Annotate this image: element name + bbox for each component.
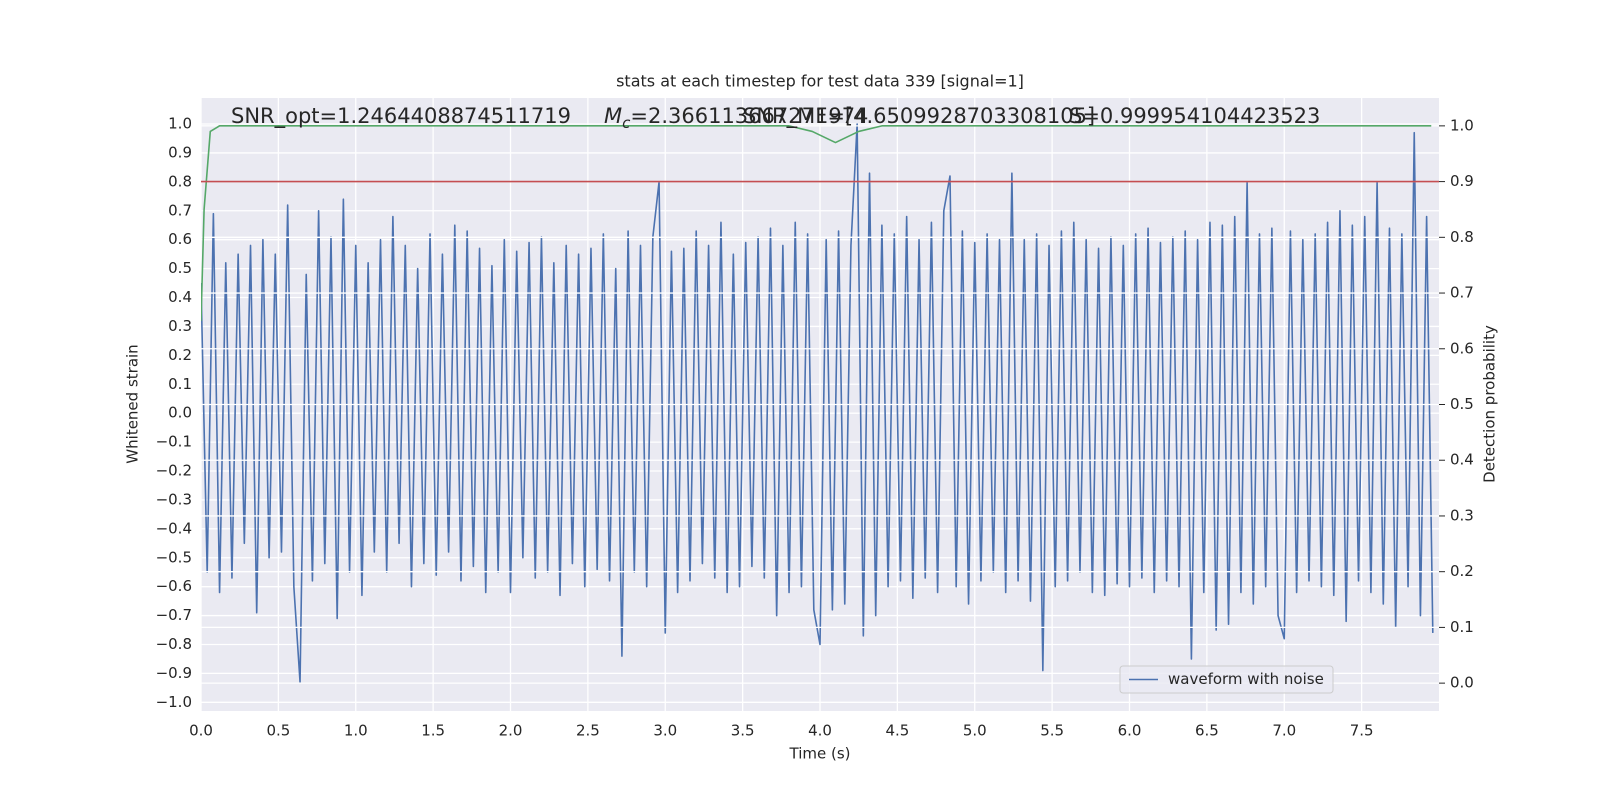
y-tick-label: −1.0 bbox=[156, 693, 192, 711]
annotation: S=0.999954104423523 bbox=[1069, 104, 1320, 128]
y2-axis-label: Detection probability bbox=[1481, 325, 1499, 483]
annotation: SNR_MF=[4.6509928703308105] bbox=[743, 104, 1095, 129]
labels: stats at each timestep for test data 339… bbox=[124, 72, 1499, 763]
y-tick-label: −0.8 bbox=[156, 635, 192, 653]
y2-tick-label: 0.9 bbox=[1450, 172, 1474, 190]
y-tick-label: −0.9 bbox=[156, 664, 192, 682]
annotation-text: SNR_opt=1.2464408874511719 bbox=[231, 104, 571, 129]
y-tick-label: 0.1 bbox=[168, 375, 192, 393]
x-tick-label: 7.0 bbox=[1272, 722, 1296, 740]
y-tick-label: −0.2 bbox=[156, 462, 192, 480]
x-tick-label: 6.0 bbox=[1118, 722, 1142, 740]
annotation-subscript: c bbox=[622, 114, 631, 132]
y2-tick-label: 0.7 bbox=[1450, 284, 1474, 302]
y-tick-label: 0.2 bbox=[168, 346, 192, 364]
x-tick-label: 5.5 bbox=[1040, 722, 1064, 740]
x-tick-label: 3.0 bbox=[653, 722, 677, 740]
x-tick-label: 1.0 bbox=[344, 722, 368, 740]
annotation: Mc=2.366113667271974 bbox=[604, 104, 868, 132]
y-tick-label: −0.1 bbox=[156, 433, 192, 451]
y-tick-label: −0.7 bbox=[156, 606, 192, 624]
y-tick-label: −0.6 bbox=[156, 577, 192, 595]
y-tick-label: 0.6 bbox=[168, 230, 192, 248]
y-tick-label: 1.0 bbox=[168, 115, 192, 133]
annotation-text: =2.366113667271974 bbox=[630, 104, 868, 128]
y-tick-label: 0.5 bbox=[168, 259, 192, 277]
annotation-symbol: M bbox=[604, 104, 622, 128]
y2-tick-label: 0.4 bbox=[1450, 451, 1474, 469]
y-axis-label: Whitened strain bbox=[124, 344, 142, 463]
legend-label: waveform with noise bbox=[1168, 670, 1324, 688]
y-tick-label: −0.4 bbox=[156, 519, 192, 537]
y-tick-label: −0.5 bbox=[156, 548, 192, 566]
y2-tick-label: 0.5 bbox=[1450, 395, 1474, 413]
x-axis-label: Time (s) bbox=[789, 745, 851, 763]
chart-title: stats at each timestep for test data 339… bbox=[616, 72, 1024, 91]
annotation-text: SNR_MF=[4.6509928703308105] bbox=[743, 104, 1095, 129]
x-tick-label: 5.0 bbox=[963, 722, 987, 740]
annotation-text: S=0.999954104423523 bbox=[1069, 104, 1320, 128]
annotation: SNR_opt=1.2464408874511719 bbox=[231, 104, 571, 129]
y2-tick-label: 0.0 bbox=[1450, 674, 1474, 692]
y-tick-label: 0.8 bbox=[168, 172, 192, 190]
x-tick-label: 2.5 bbox=[576, 722, 600, 740]
x-tick-label: 2.0 bbox=[499, 722, 523, 740]
y2-tick-label: 0.2 bbox=[1450, 562, 1474, 580]
x-tick-label: 3.5 bbox=[731, 722, 755, 740]
x-tick-label: 0.5 bbox=[266, 722, 290, 740]
x-tick-label: 1.5 bbox=[421, 722, 445, 740]
y2-tick-label: 1.0 bbox=[1450, 116, 1474, 134]
y-tick-label: 0.4 bbox=[168, 288, 192, 306]
x-tick-label: 0.0 bbox=[189, 722, 213, 740]
y2-tick-label: 0.8 bbox=[1450, 228, 1474, 246]
x-tick-label: 6.5 bbox=[1195, 722, 1219, 740]
x-tick-label: 4.5 bbox=[885, 722, 909, 740]
y-tick-label: 0.3 bbox=[168, 317, 192, 335]
legend-box bbox=[1119, 665, 1334, 694]
series-right bbox=[201, 125, 1439, 321]
x-tick-label: 7.5 bbox=[1350, 722, 1374, 740]
series-line bbox=[201, 125, 1432, 321]
y-tick-label: 0.7 bbox=[168, 201, 192, 219]
y2-tick-label: 0.1 bbox=[1450, 618, 1474, 636]
x-tick-label: 4.0 bbox=[808, 722, 832, 740]
y2-tick-label: 0.6 bbox=[1450, 339, 1474, 357]
y2-tick-label: 0.3 bbox=[1450, 506, 1474, 524]
y-tick-label: 0.0 bbox=[168, 404, 192, 422]
y-tick-label: 0.9 bbox=[168, 143, 192, 161]
y-tick-label: −0.3 bbox=[156, 490, 192, 508]
